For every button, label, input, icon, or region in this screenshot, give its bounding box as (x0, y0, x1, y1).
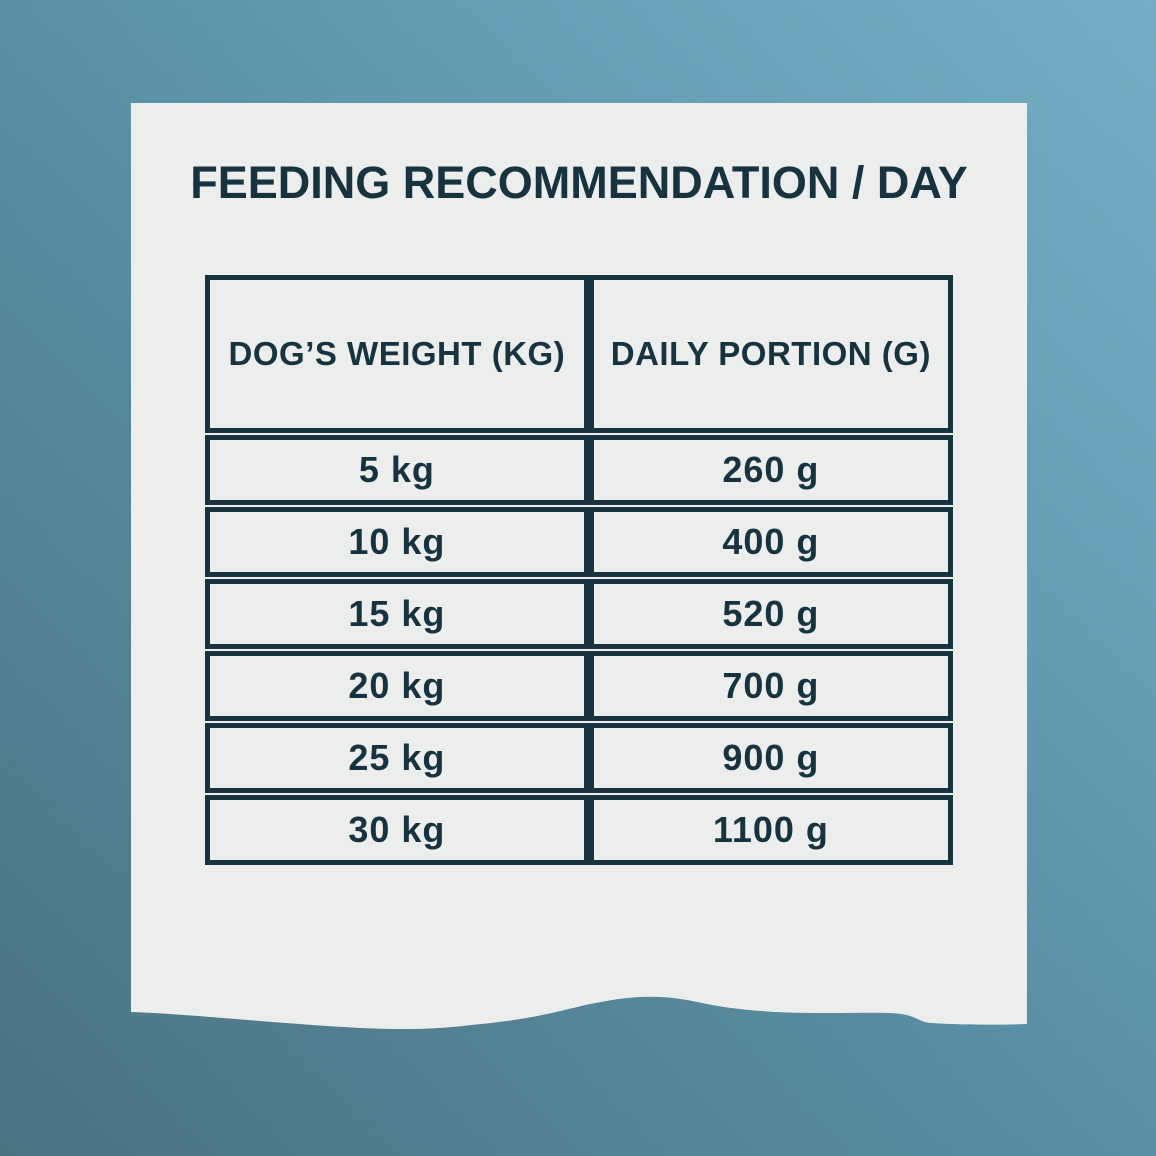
portion-cell: 700 g (588, 651, 953, 721)
column-header-daily-portion: DAILY PORTION (G) (588, 275, 953, 433)
page-title: FEEDING RECOMMENDATION / DAY (190, 157, 968, 208)
weight-cell: 25 kg (205, 723, 589, 793)
portion-cell: 900 g (588, 723, 953, 793)
weight-cell: 10 kg (205, 507, 589, 577)
table-row: 5 kg 260 g (205, 435, 953, 505)
portion-cell: 1100 g (588, 795, 953, 865)
weight-cell: 5 kg (205, 435, 589, 505)
portion-cell: 400 g (588, 507, 953, 577)
weight-cell: 20 kg (205, 651, 589, 721)
table-row: 10 kg 400 g (205, 507, 953, 577)
portion-cell: 520 g (588, 579, 953, 649)
table-row: 30 kg 1100 g (205, 795, 953, 865)
torn-paper-edge (131, 994, 1027, 1030)
weight-cell: 30 kg (205, 795, 589, 865)
weight-cell: 15 kg (205, 579, 589, 649)
feeding-table: DOG’S WEIGHT (KG) DAILY PORTION (G) 5 kg… (205, 273, 953, 867)
table-header-row: DOG’S WEIGHT (KG) DAILY PORTION (G) (205, 275, 953, 433)
column-header-dogs-weight: DOG’S WEIGHT (KG) (205, 275, 589, 433)
table-row: 15 kg 520 g (205, 579, 953, 649)
paper-card: FEEDING RECOMMENDATION / DAY DOG’S WEIGH… (131, 103, 1027, 995)
table-row: 25 kg 900 g (205, 723, 953, 793)
portion-cell: 260 g (588, 435, 953, 505)
table-row: 20 kg 700 g (205, 651, 953, 721)
